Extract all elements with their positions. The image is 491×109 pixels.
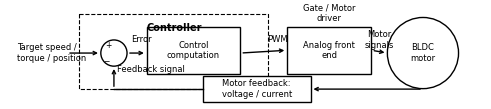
Text: Target speed /
torque / position: Target speed / torque / position [18,43,87,63]
Text: −: − [104,57,110,66]
Text: BLDC
motor: BLDC motor [410,43,436,63]
Bar [203,77,311,102]
Text: Analog front
end: Analog front end [303,41,355,60]
Ellipse shape [387,17,459,89]
Bar [287,27,372,74]
Text: Motor
signals: Motor signals [365,30,394,50]
Circle shape [101,40,127,66]
Bar [79,14,269,89]
Text: PWM: PWM [268,35,288,44]
Text: +: + [105,41,111,50]
Text: Feedback signal: Feedback signal [116,65,185,74]
Text: Gate / Motor
driver: Gate / Motor driver [303,4,355,23]
Text: Motor feedback:
voltage / current: Motor feedback: voltage / current [221,79,292,99]
Text: Control
computation: Control computation [167,41,220,60]
Text: Error: Error [131,35,151,44]
Bar [147,27,241,74]
Text: Controller: Controller [146,23,202,33]
